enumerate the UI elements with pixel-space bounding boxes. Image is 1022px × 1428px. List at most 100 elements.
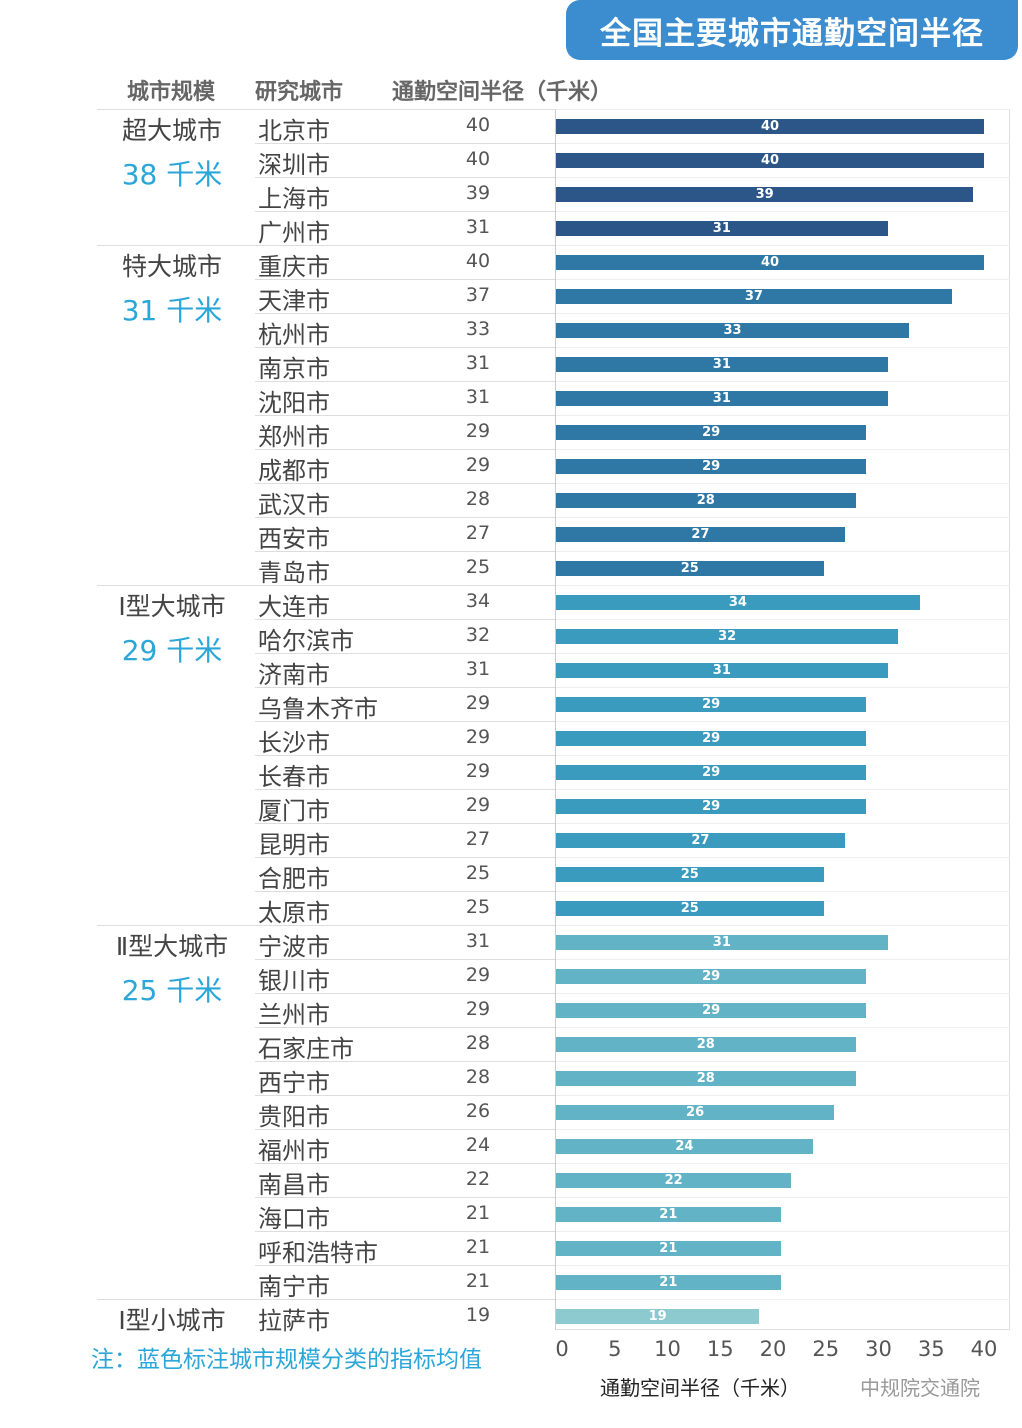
bar-label: 25: [680, 901, 699, 916]
header-city: 研究城市: [255, 80, 344, 105]
grid-row-line: [556, 891, 1010, 892]
bar: [556, 425, 867, 440]
city-name: 长春市: [258, 763, 330, 791]
chart-title: 全国主要城市通勤空间半径: [566, 0, 1018, 60]
city-name: 南昌市: [258, 1171, 330, 1199]
row-divider: [255, 1129, 555, 1130]
bar: [556, 833, 845, 848]
x-axis-label: 通勤空间半径（千米）: [600, 1376, 800, 1400]
bar-label: 40: [760, 255, 780, 270]
row-divider: [255, 687, 555, 688]
bar-label: 28: [696, 493, 715, 508]
value-cell: 40: [465, 250, 491, 272]
x-tick-label: 0: [555, 1337, 569, 1361]
bar: [556, 1207, 781, 1222]
x-tick-label: 5: [608, 1337, 622, 1361]
city-name: 拉萨市: [258, 1307, 330, 1335]
bar: [556, 731, 867, 746]
value-cell: 21: [465, 1202, 491, 1224]
row-divider: [255, 313, 555, 314]
grid-row-line: [556, 959, 1010, 960]
row-divider: [255, 211, 555, 212]
row-divider: [255, 789, 555, 790]
city-name: 成都市: [258, 457, 330, 485]
group-name: Ⅱ型大城市: [115, 932, 229, 961]
value-cell: 29: [465, 760, 491, 782]
row-divider: [255, 1061, 555, 1062]
grid-row-line: [556, 177, 1010, 178]
value-cell: 25: [465, 556, 491, 578]
row-divider: [255, 619, 555, 620]
bar: [556, 663, 888, 678]
bar-label: 31: [712, 663, 731, 678]
watermark: 中规院交通院: [860, 1376, 980, 1400]
grid-row-line: [556, 1129, 1010, 1130]
city-name: 广州市: [258, 219, 330, 247]
group-average: 25 千米: [121, 974, 223, 1007]
row-divider: [255, 755, 555, 756]
grid-row-line: [556, 857, 1010, 858]
bar-label: 29: [702, 697, 721, 712]
bar: [556, 1003, 867, 1018]
bar: [556, 1071, 856, 1086]
bar: [556, 765, 867, 780]
value-cell: 21: [465, 1236, 491, 1258]
city-name: 贵阳市: [258, 1103, 330, 1131]
row-divider: [255, 1095, 555, 1096]
grid-row-line: [556, 1061, 1010, 1062]
bar: [556, 901, 824, 916]
city-name: 杭州市: [258, 321, 330, 349]
row-divider: [255, 857, 555, 858]
city-name: 长沙市: [258, 729, 330, 757]
bar-label: 32: [718, 629, 737, 644]
group-divider: [97, 245, 555, 246]
value-cell: 27: [465, 522, 491, 544]
bar: [556, 1309, 760, 1324]
city-name: 青岛市: [258, 559, 330, 587]
value-cell: 29: [465, 794, 491, 816]
grid-row-line: [556, 517, 1010, 518]
grid-row-line: [556, 313, 1010, 314]
group-divider: [97, 925, 555, 926]
value-cell: 40: [465, 148, 491, 170]
row-divider: [255, 347, 555, 348]
bar: [556, 527, 845, 542]
city-name: 西宁市: [258, 1069, 330, 1097]
bar: [556, 391, 888, 406]
row-divider: [255, 1265, 555, 1266]
grid-row-line: [556, 1027, 1010, 1028]
bar: [556, 799, 867, 814]
bar-label: 34: [728, 595, 747, 610]
row-divider: [255, 1231, 555, 1232]
city-name: 银川市: [258, 967, 330, 995]
bar-label: 29: [702, 969, 721, 984]
grid-row-line: [556, 823, 1010, 824]
bar: [556, 323, 910, 338]
bar: [556, 187, 974, 202]
grid-row-line: [556, 1163, 1010, 1164]
grid-row-line: [556, 415, 1010, 416]
grid-row-line: [556, 483, 1010, 484]
group-name: 特大城市: [121, 252, 222, 281]
value-cell: 19: [465, 1304, 491, 1326]
value-cell: 22: [465, 1168, 491, 1190]
bar-label: 21: [659, 1207, 678, 1222]
group-average: 29 千米: [121, 634, 223, 667]
bar: [556, 1139, 813, 1154]
bar: [556, 493, 856, 508]
value-cell: 24: [465, 1134, 491, 1156]
grid-row-line: [556, 585, 1010, 586]
row-divider: [255, 551, 555, 552]
grid-row-line: [556, 653, 1010, 654]
bar-label: 33: [723, 323, 742, 338]
city-name: 南京市: [258, 355, 330, 383]
city-name: 兰州市: [258, 1001, 330, 1029]
bar-label: 25: [680, 561, 699, 576]
grid-row-line: [556, 1299, 1010, 1300]
city-name: 石家庄市: [258, 1035, 354, 1063]
bar-label: 29: [702, 425, 721, 440]
group-divider: [97, 1299, 555, 1300]
bar: [556, 1173, 792, 1188]
grid-row-line: [556, 245, 1010, 246]
